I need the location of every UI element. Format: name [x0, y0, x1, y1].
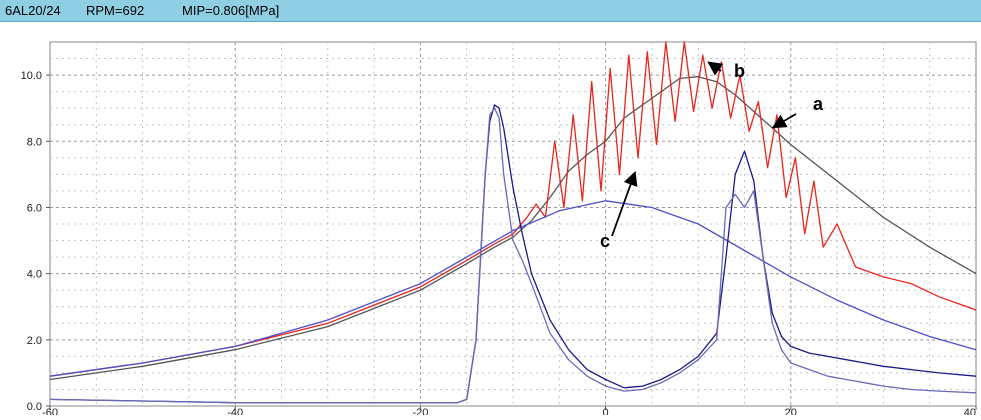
- x-tick-label: -40: [227, 407, 243, 415]
- pressure-chart: 0.0 2.0 4.0 6.0 8.0 10.0 -60 -40 -20 0 20 40 a b c: [0, 22, 981, 419]
- y-tick-label: 2.0: [27, 335, 42, 347]
- y-tick-label: 10.0: [21, 70, 42, 82]
- y-tick-label: 6.0: [27, 202, 42, 214]
- x-tick-label: -20: [412, 407, 428, 415]
- x-tick-label: 40: [964, 407, 976, 415]
- y-tick-label: 8.0: [27, 136, 42, 148]
- annotation-arrow-b: [707, 61, 724, 76]
- y-tick-label: 4.0: [27, 269, 42, 281]
- x-tick-label: -60: [42, 407, 58, 415]
- x-tick-label: 0: [603, 407, 609, 415]
- annotation-arrow-a: [771, 113, 797, 129]
- series-line-b: [49, 41, 977, 377]
- series-line-c: [49, 200, 977, 377]
- series-line-trace-5: [49, 107, 977, 404]
- window-title-bar: 6AL20/24 RPM=692 MIP=0.806[MPa]: [0, 0, 981, 22]
- annotation-label-a: a: [813, 94, 824, 114]
- chart-svg: 0.0 2.0 4.0 6.0 8.0 10.0 -60 -40 -20 0 20 40 a b c: [21, 41, 977, 419]
- rpm-readout: RPM=692: [86, 3, 145, 18]
- mip-readout: MIP=0.806[MPa]: [182, 3, 280, 18]
- annotation-label-c: c: [600, 231, 610, 251]
- annotation-label-b: b: [734, 61, 745, 81]
- x-tick-label: 20: [785, 407, 797, 415]
- y-tick-label: 0.0: [27, 401, 42, 413]
- annotation-arrow-c: [611, 170, 638, 237]
- engine-name: 6AL20/24: [5, 3, 61, 18]
